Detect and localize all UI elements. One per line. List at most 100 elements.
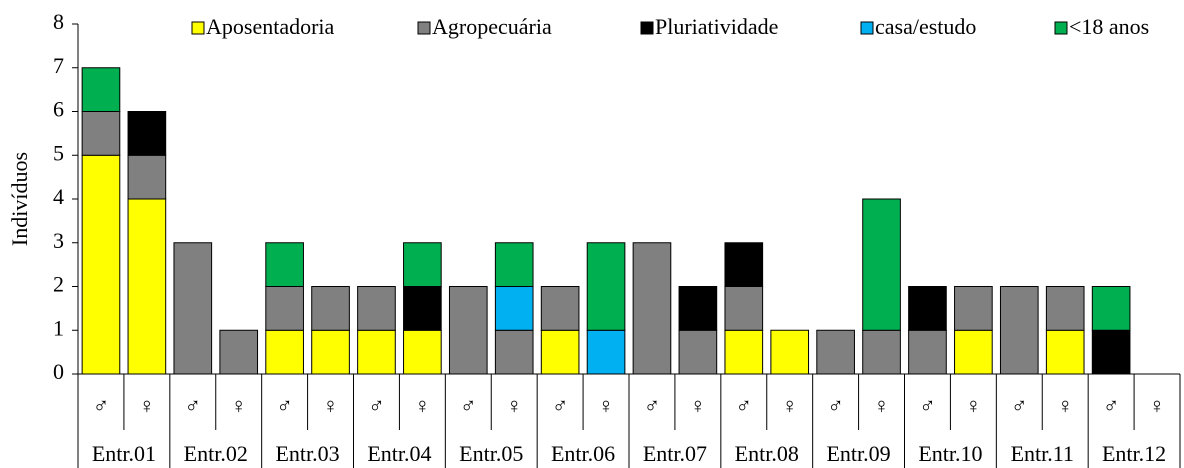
- group-label: Entr.10: [918, 441, 982, 466]
- bar-segment: [173, 242, 213, 375]
- legend-label: casa/estudo: [875, 14, 976, 39]
- bar-segment: [403, 286, 442, 331]
- x-tick-label: ♀: [322, 393, 339, 418]
- group-label: Entr.09: [826, 441, 890, 466]
- x-tick-label: ♀: [230, 393, 247, 418]
- y-tick-label: 0: [53, 359, 64, 384]
- group-label: Entr.07: [643, 441, 707, 466]
- group-label: Entr.02: [184, 441, 248, 466]
- legend-label: <18 anos: [1069, 14, 1149, 39]
- bar-segment: [494, 329, 534, 375]
- x-tick-label: ♂: [185, 393, 202, 418]
- legend-swatch: [1054, 21, 1068, 35]
- bar-segment: [724, 242, 764, 287]
- x-tick-label: ♀: [690, 393, 707, 418]
- bar-segment: [954, 329, 993, 375]
- x-tick-label: ♀: [781, 393, 798, 418]
- bar-segment: [357, 286, 396, 331]
- x-tick-label: ♂: [827, 393, 844, 418]
- bar-segment: [632, 242, 672, 375]
- bar-segment: [908, 329, 947, 375]
- bar-segment: [357, 329, 396, 375]
- bar-segment: [724, 329, 764, 375]
- legend-label: Pluriatividade: [655, 14, 778, 39]
- group-label: Entr.06: [551, 441, 615, 466]
- bar-segment: [586, 329, 626, 375]
- bar-segment: [127, 198, 167, 375]
- group-label: Entr.03: [275, 441, 339, 466]
- y-tick-label: 8: [53, 9, 64, 34]
- bar-segment: [81, 111, 121, 156]
- legend-swatch: [191, 21, 205, 35]
- x-tick-label: ♂: [368, 393, 385, 418]
- bar-segment: [954, 286, 993, 331]
- group-label: Entr.11: [1011, 441, 1074, 466]
- bar-segment: [862, 198, 901, 331]
- bar-segment: [1045, 329, 1085, 375]
- y-tick-label: 4: [53, 184, 64, 209]
- legend-label: Aposentadoria: [206, 14, 335, 39]
- bar-segment: [724, 286, 764, 331]
- bar-segment: [1045, 286, 1085, 331]
- x-tick-label: ♂: [276, 393, 293, 418]
- bar-segment: [1091, 286, 1131, 331]
- bar-segment: [999, 286, 1039, 375]
- y-tick-label: 6: [53, 97, 64, 122]
- legend-swatch: [860, 21, 874, 35]
- y-tick-label: 2: [53, 272, 64, 297]
- group-label: Entr.01: [92, 441, 156, 466]
- bar-segment: [494, 286, 534, 331]
- group-label: Entr.12: [1102, 441, 1166, 466]
- legend-label: Agropecuária: [432, 14, 552, 39]
- bar-segment: [586, 242, 626, 331]
- bar-segment: [311, 329, 350, 375]
- y-tick-label: 5: [53, 140, 64, 165]
- x-tick-label: ♀: [506, 393, 523, 418]
- bar-segment: [403, 329, 442, 375]
- bar-segment: [81, 154, 121, 375]
- bar-segment: [265, 286, 304, 331]
- x-tick-label: ♂: [552, 393, 569, 418]
- x-tick-label: ♂: [919, 393, 936, 418]
- y-tick-label: 7: [53, 53, 64, 78]
- y-axis-label: Indivíduos: [7, 152, 32, 246]
- bar-segment: [540, 286, 580, 331]
- bar-segment: [908, 286, 947, 331]
- x-tick-label: ♀: [414, 393, 431, 418]
- x-tick-label: ♂: [644, 393, 661, 418]
- x-tick-label: ♂: [736, 393, 753, 418]
- x-tick-label: ♀: [1057, 393, 1074, 418]
- x-tick-label: ♀: [1149, 393, 1166, 418]
- bar-segment: [770, 329, 810, 375]
- bar-segment: [311, 286, 350, 331]
- x-tick-label: ♂: [1103, 393, 1120, 418]
- group-label: Entr.04: [367, 441, 431, 466]
- group-label: Entr.08: [735, 441, 799, 466]
- x-tick-label: ♀: [598, 393, 615, 418]
- x-tick-label: ♀: [139, 393, 156, 418]
- bar-segment: [678, 286, 718, 331]
- bar-segment: [219, 329, 259, 375]
- x-tick-label: ♂: [1011, 393, 1028, 418]
- bar-segment: [678, 329, 718, 375]
- bar-segment: [448, 286, 488, 375]
- bar-segment: [862, 329, 901, 375]
- bar-segment: [127, 154, 167, 200]
- bar-segment: [81, 67, 121, 112]
- group-label: Entr.05: [459, 441, 523, 466]
- x-tick-label: ♀: [965, 393, 982, 418]
- x-tick-label: ♂: [460, 393, 477, 418]
- y-tick-label: 3: [53, 228, 64, 253]
- legend-swatch: [640, 21, 654, 35]
- bar-segment: [494, 242, 534, 287]
- legend-swatch: [417, 21, 431, 35]
- x-tick-label: ♀: [873, 393, 890, 418]
- bar-segment: [816, 329, 855, 375]
- y-tick-label: 1: [53, 315, 64, 340]
- bar-segment: [265, 242, 304, 287]
- bar-segment: [540, 329, 580, 375]
- bar-segment: [1091, 329, 1131, 375]
- bar-segment: [127, 111, 167, 156]
- bar-segment: [403, 242, 442, 287]
